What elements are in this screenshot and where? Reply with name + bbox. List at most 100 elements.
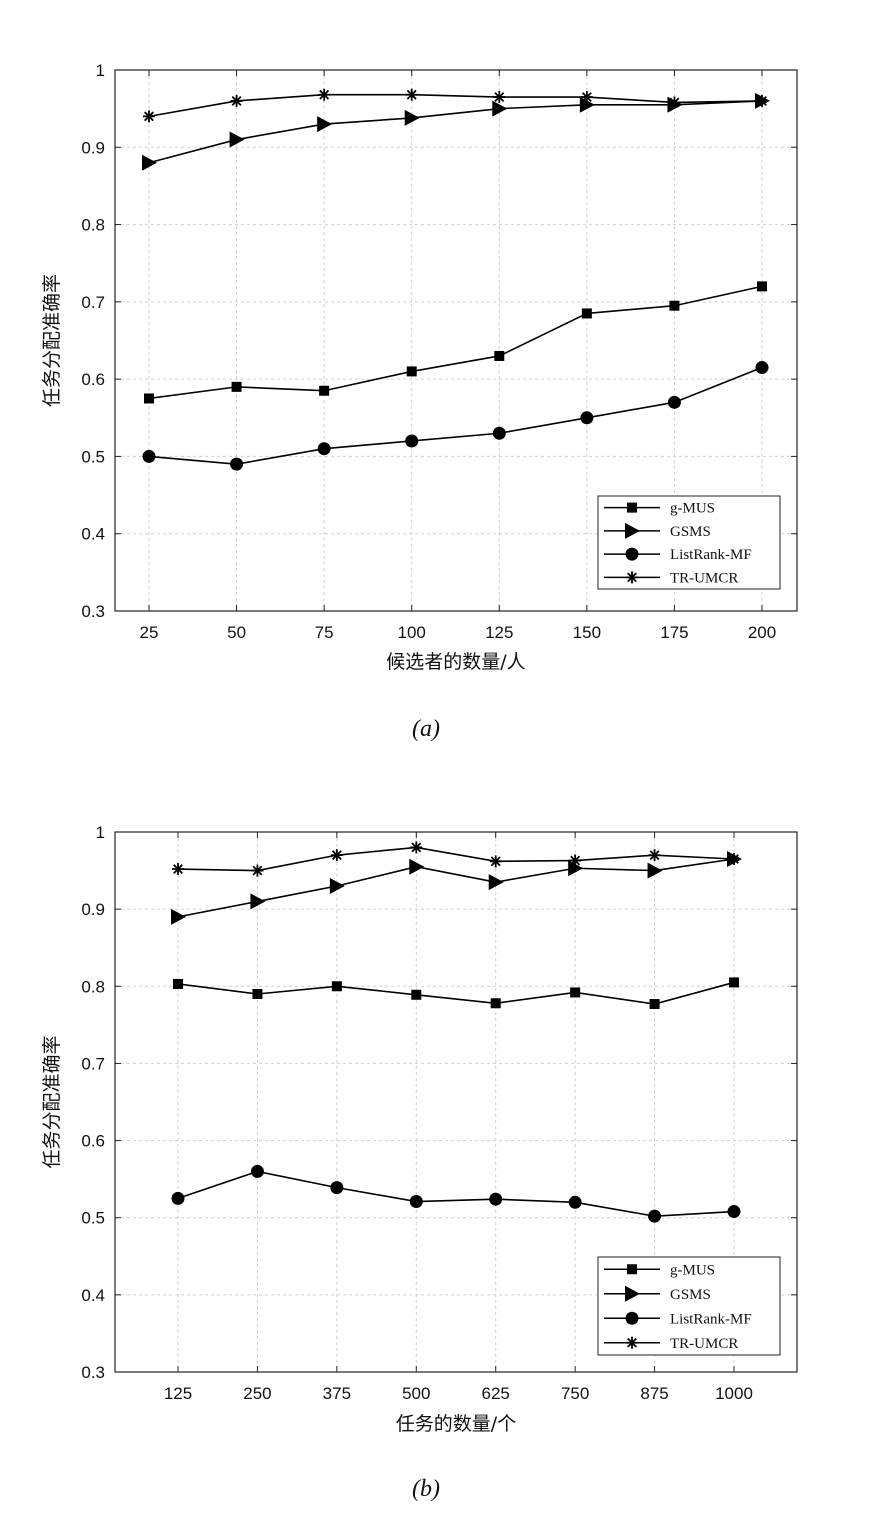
- data-point: [409, 858, 425, 875]
- legend-marker: [626, 1336, 638, 1349]
- data-point: [410, 841, 423, 854]
- data-point: [757, 281, 767, 292]
- legend-marker: [627, 1264, 637, 1275]
- x-tick-label: 125: [485, 623, 513, 642]
- data-point: [488, 874, 504, 891]
- data-point: [230, 457, 244, 471]
- data-point: [330, 1181, 344, 1195]
- data-point: [318, 88, 331, 101]
- y-tick-label: 0.3: [81, 1363, 105, 1382]
- data-point: [230, 94, 243, 107]
- data-point: [494, 350, 505, 361]
- x-tick-label: 200: [748, 623, 776, 642]
- series-line: [148, 100, 763, 164]
- series-line: [148, 93, 763, 118]
- legend-marker: [625, 1285, 640, 1302]
- y-tick-label: 0.4: [81, 1286, 105, 1305]
- plot-frame: [114, 831, 798, 1373]
- data-point: [489, 1192, 503, 1206]
- data-point: [252, 989, 263, 999]
- y-tick-label: 1: [96, 61, 105, 80]
- y-tick-label: 0.9: [81, 138, 105, 157]
- data-point: [171, 1191, 185, 1205]
- data-point: [317, 442, 331, 456]
- data-point: [492, 426, 506, 440]
- data-point: [493, 91, 506, 104]
- data-point: [317, 116, 333, 133]
- legend-marker: [626, 571, 638, 584]
- figure-caption: (b): [412, 1476, 440, 1502]
- data-point: [570, 987, 581, 998]
- data-point: [229, 131, 245, 148]
- legend: g-MUS GSMS ListRank-MF TR-UMCR: [597, 1256, 781, 1356]
- data-point: [667, 395, 681, 409]
- series-listrank-mf: [171, 1164, 741, 1223]
- data-point: [755, 361, 769, 375]
- data-point: [411, 989, 422, 1000]
- plot-frame: [114, 69, 798, 612]
- series-tr-umcr: [143, 88, 768, 123]
- data-point: [406, 366, 417, 377]
- data-point: [648, 1209, 662, 1223]
- x-tick-label: 25: [140, 623, 159, 642]
- y-tick-label: 0.6: [81, 370, 105, 389]
- x-tick-label: 125: [164, 1384, 192, 1403]
- legend-marker: [625, 547, 639, 561]
- data-point: [756, 94, 768, 107]
- data-point: [173, 978, 183, 989]
- y-axis-label: 任务分配准确率: [41, 1035, 63, 1168]
- series-line: [177, 858, 735, 918]
- y-tick-label: 0.6: [81, 1132, 105, 1151]
- x-axis: 125 250 375 500 625 750 875 1000: [164, 832, 753, 1403]
- data-point: [143, 110, 155, 123]
- x-tick-label: 75: [315, 623, 334, 642]
- data-point: [647, 862, 663, 879]
- y-axis: 0.3 0.4 0.5 0.6 0.7 0.8 0.9 1: [81, 823, 797, 1382]
- legend-label: TR-UMCR: [670, 1336, 738, 1352]
- data-point: [727, 1205, 741, 1219]
- legend-label: ListRank-MF: [670, 1311, 752, 1327]
- y-tick-label: 0.7: [81, 293, 105, 312]
- x-tick-label: 175: [660, 623, 688, 642]
- x-axis-label: 任务的数量/个: [396, 1413, 516, 1435]
- y-tick-label: 1: [96, 823, 105, 842]
- y-tick-label: 0.4: [81, 525, 105, 544]
- x-tick-label: 750: [561, 1384, 589, 1403]
- data-point: [569, 854, 582, 867]
- x-axis-label: 候选者的数量/人: [386, 651, 525, 673]
- data-point: [405, 88, 418, 101]
- series-line: [177, 846, 735, 872]
- data-point: [649, 999, 660, 1010]
- x-tick-label: 150: [573, 623, 601, 642]
- legend-label: ListRank-MF: [670, 547, 752, 563]
- y-tick-label: 0.5: [81, 1209, 105, 1228]
- y-tick-label: 0.3: [81, 602, 105, 621]
- legend-label: g-MUS: [670, 501, 715, 517]
- data-point: [728, 853, 740, 865]
- x-tick-label: 1000: [715, 1384, 753, 1403]
- y-tick-label: 0.7: [81, 1054, 105, 1073]
- data-point: [668, 96, 681, 109]
- data-point: [648, 849, 661, 862]
- series-line: [177, 1170, 735, 1217]
- series-g-mus: [144, 281, 767, 404]
- series-tr-umcr: [172, 841, 740, 877]
- data-point: [319, 385, 330, 396]
- data-point: [331, 981, 342, 992]
- data-point: [251, 864, 264, 877]
- data-point: [329, 878, 345, 894]
- chart-panel-a: 25 50 75 100 125 150 175 2000.30.40.50.60.70.80…: [41, 61, 798, 742]
- series-line: [148, 366, 763, 465]
- data-point: [250, 1164, 264, 1178]
- data-point: [144, 393, 154, 404]
- legend-label: GSMS: [670, 524, 711, 540]
- x-tick-label: 100: [398, 623, 426, 642]
- x-tick-label: 50: [227, 623, 246, 642]
- data-point: [171, 908, 186, 925]
- legend: g-MUS GSMS ListRank-MF TR-UMCR: [597, 495, 781, 590]
- y-axis-label: 任务分配准确率: [41, 274, 63, 407]
- x-tick-label: 250: [243, 1384, 271, 1403]
- y-tick-label: 0.5: [81, 447, 105, 466]
- x-axis: 25 50 75 100 125 150 175 200: [140, 70, 776, 642]
